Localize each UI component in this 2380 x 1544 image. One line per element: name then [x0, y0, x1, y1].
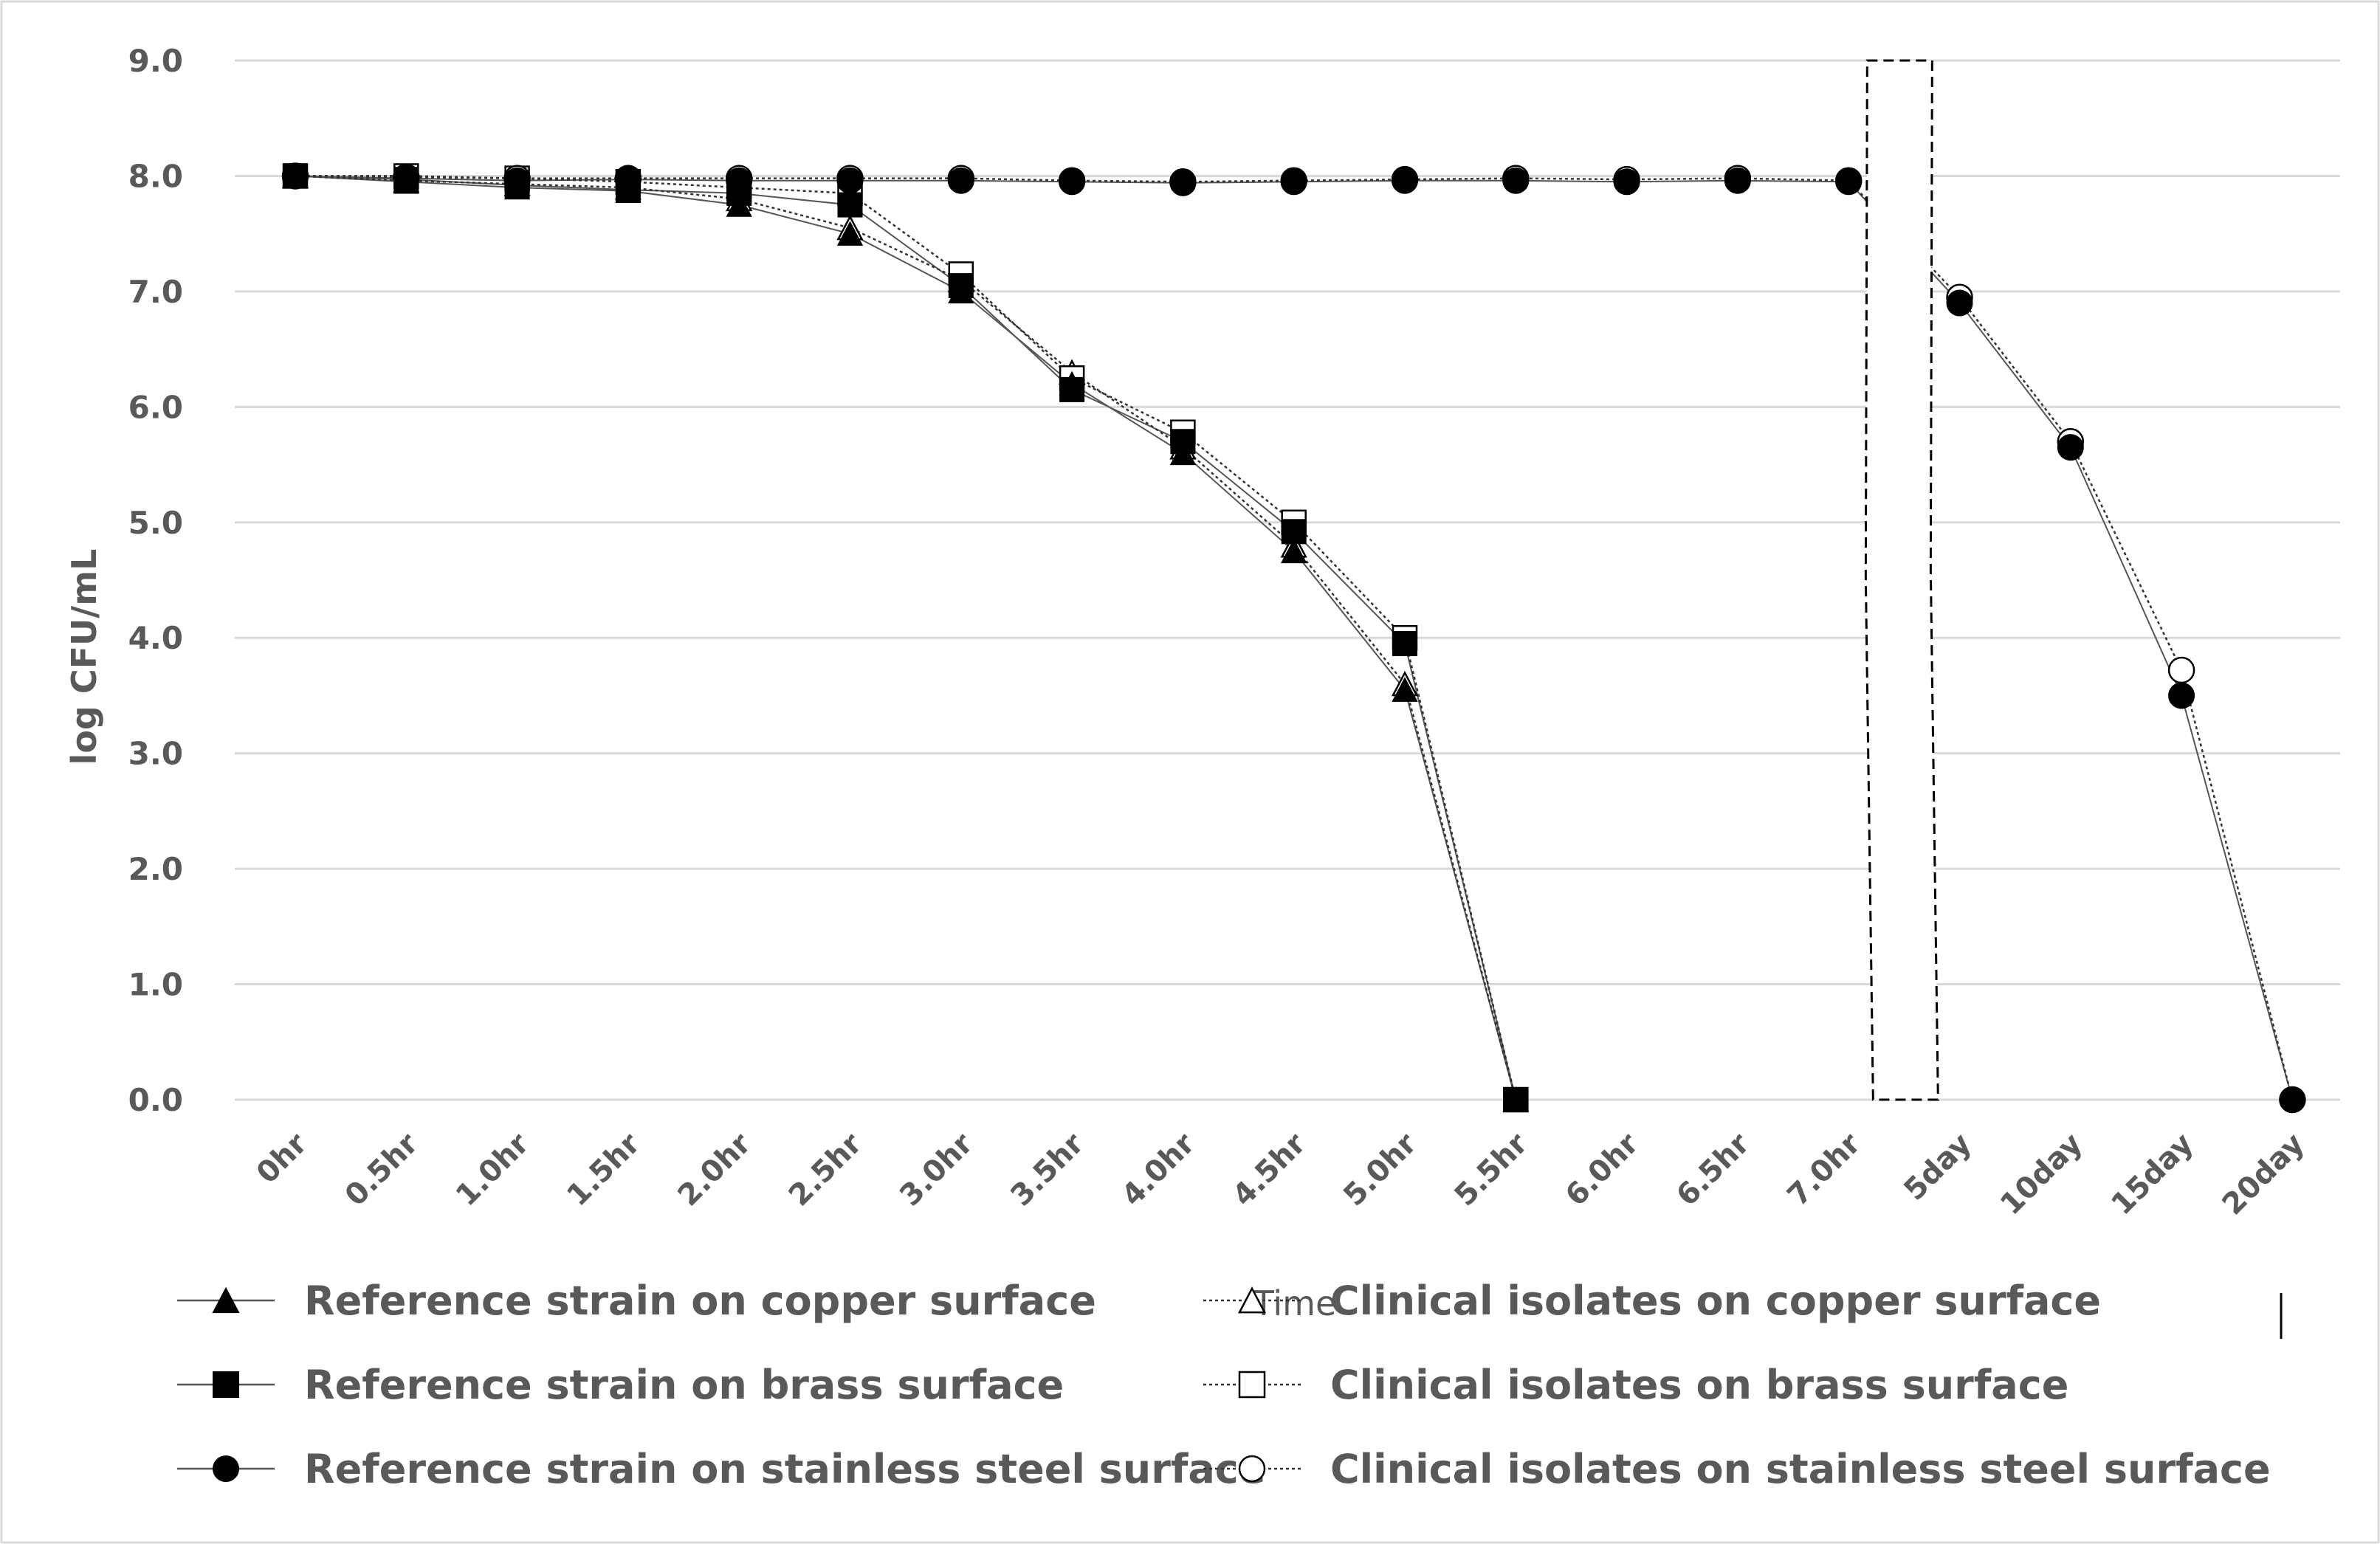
- data-point: [503, 167, 531, 194]
- legend-label: Reference strain on brass surface: [304, 1362, 1064, 1408]
- data-point: [1281, 538, 1307, 564]
- data-point: [1169, 169, 1197, 196]
- legend-item: Reference strain on stainless steel surf…: [177, 1446, 1265, 1492]
- data-point: [1503, 1087, 1529, 1112]
- data-point: [1238, 1455, 1266, 1483]
- x-axis-label: Time: [1253, 1283, 1337, 1323]
- data-point: [1237, 1286, 1267, 1314]
- y-tick-label: 1.0: [128, 967, 183, 1003]
- data-point: [393, 165, 420, 192]
- data-point: [2279, 1086, 2306, 1113]
- data-point: [836, 221, 864, 246]
- data-point: [2168, 682, 2195, 709]
- y-tick-label: 7.0: [128, 274, 183, 310]
- data-point: [212, 1286, 240, 1314]
- data-point: [1280, 168, 1307, 196]
- data-point: [1392, 167, 1418, 194]
- data-point: [1392, 677, 1418, 702]
- y-tick-label: 0.0: [128, 1082, 183, 1118]
- axis-break: [1864, 59, 1939, 1101]
- data-point: [213, 1455, 239, 1482]
- legend-item: Clinical isolates on stainless steel sur…: [1203, 1446, 2271, 1492]
- data-point: [1059, 168, 1086, 196]
- y-tick-label: 3.0: [128, 736, 183, 772]
- legend-label: Clinical isolates on brass surface: [1330, 1362, 2068, 1408]
- legend-label: Reference strain on stainless steel surf…: [304, 1446, 1265, 1492]
- data-point: [1613, 168, 1640, 196]
- legend: Reference strain on copper surface Refere…: [177, 1278, 2271, 1492]
- data-point: [947, 167, 974, 194]
- series-markers: [281, 162, 2306, 1114]
- y-tick-label: 2.0: [128, 851, 183, 887]
- data-point: [1059, 376, 1085, 402]
- series-line: [295, 175, 1517, 1100]
- y-tick-label: 4.0: [128, 620, 183, 656]
- legend-item: Reference strain on copper surface: [177, 1278, 1096, 1324]
- y-tick-label: 9.0: [128, 43, 183, 79]
- data-point: [1946, 289, 1973, 317]
- y-tick-label: 5.0: [128, 505, 183, 541]
- data-point: [1392, 631, 1417, 657]
- data-point: [1281, 519, 1307, 545]
- data-point: [2057, 434, 2084, 461]
- legend-label: Reference strain on copper surface: [304, 1278, 1096, 1324]
- data-point: [213, 1371, 239, 1398]
- axis-break-box: [1864, 59, 1939, 1101]
- legend-item: Reference strain on brass surface: [177, 1362, 1064, 1408]
- data-point: [1724, 167, 1751, 194]
- legend-item: Clinical isolates on brass surface: [1203, 1362, 2068, 1408]
- legend-item: Clinical isolates on copper surface: [1203, 1278, 2101, 1324]
- data-point: [948, 273, 974, 299]
- data-point: [837, 192, 863, 218]
- data-point: [836, 167, 864, 194]
- series-line: [295, 175, 1517, 1100]
- data-point: [1170, 429, 1196, 455]
- data-point: [282, 162, 309, 190]
- data-point: [2167, 656, 2195, 684]
- legend-label: Clinical isolates on copper surface: [1330, 1278, 2101, 1324]
- y-tick-label: 8.0: [128, 158, 183, 194]
- data-point: [1502, 167, 1530, 194]
- data-point: [726, 167, 753, 194]
- data-point: [1835, 168, 1863, 196]
- data-point: [1238, 1371, 1266, 1399]
- legend-label: Clinical isolates on stainless steel sur…: [1330, 1446, 2271, 1492]
- y-tick-labels: 0.0 1.0 2.0 3.0 4.0 5.0 6.0 7.0 8.0 9.0: [128, 43, 183, 1118]
- y-tick-label: 6.0: [128, 389, 183, 425]
- y-axis-label: log CFU/mL: [64, 549, 104, 765]
- data-point: [614, 166, 642, 193]
